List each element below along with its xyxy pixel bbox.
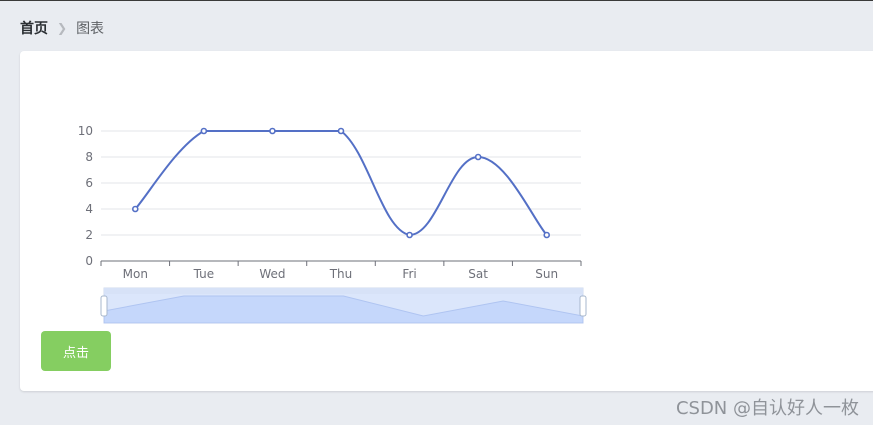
data-point [337, 127, 345, 135]
chevron-right-icon: ❯ [57, 21, 68, 35]
data-point [406, 231, 413, 239]
datazoom-move-bar [104, 288, 583, 294]
data-point [131, 205, 139, 213]
y-tick-label: 2 [85, 228, 93, 242]
chart-card: 0 2 4 6 8 10 Mon Tue Wed Thu Fri Sat Sun [20, 51, 873, 391]
datazoom-handle[interactable] [579, 295, 587, 317]
datazoom-preview-area [103, 295, 584, 324]
y-tick-label: 6 [85, 176, 93, 190]
x-tick-label: Mon [123, 267, 148, 281]
x-tick-label: Thu [329, 267, 353, 281]
data-point [543, 231, 551, 239]
data-point [200, 127, 208, 135]
x-tick-label: Tue [193, 267, 215, 281]
breadcrumb-current: 图表 [76, 21, 105, 37]
y-tick-label: 0 [85, 254, 93, 268]
y-tick-label: 4 [85, 202, 93, 216]
click-button[interactable]: 点击 [41, 331, 111, 371]
data-point [474, 153, 482, 161]
y-tick-label: 8 [85, 150, 93, 164]
y-tick-label: 10 [78, 124, 93, 138]
x-tick-label: Wed [259, 267, 285, 281]
data-point [269, 127, 276, 135]
x-tick-label: Sat [468, 267, 488, 281]
breadcrumb-home[interactable]: 首页 [20, 21, 48, 37]
datazoom-handle[interactable] [100, 295, 108, 317]
breadcrumb: 首页 ❯ 图表 [20, 18, 104, 38]
top-border [0, 0, 873, 1]
x-tick-label: Sun [535, 267, 558, 281]
x-tick-label: Fri [402, 267, 416, 281]
line-chart: 0 2 4 6 8 10 Mon Tue Wed Thu Fri Sat Sun [78, 124, 587, 324]
watermark: CSDN @自认好人一枚 [675, 398, 859, 419]
